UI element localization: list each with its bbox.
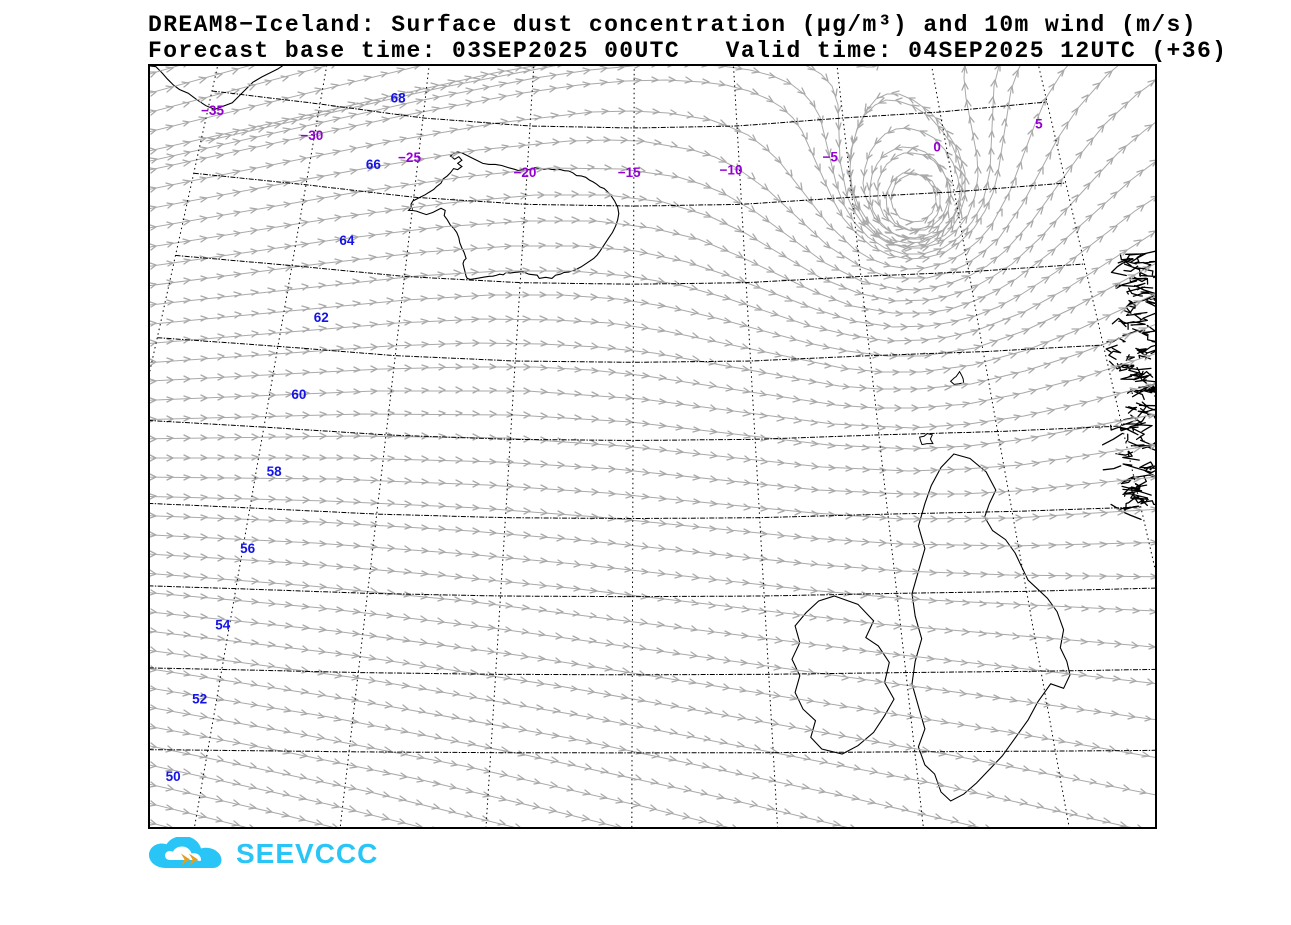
svg-text:−20: −20	[513, 165, 536, 180]
svg-text:5: 5	[1035, 116, 1043, 131]
svg-text:54: 54	[215, 618, 231, 633]
svg-text:−15: −15	[618, 165, 641, 180]
svg-text:−25: −25	[398, 150, 421, 165]
svg-text:66: 66	[366, 157, 382, 172]
svg-text:−10: −10	[720, 162, 743, 177]
svg-text:−30: −30	[300, 128, 323, 143]
svg-text:56: 56	[240, 541, 256, 556]
svg-text:50: 50	[166, 769, 181, 784]
svg-text:62: 62	[314, 310, 329, 325]
svg-text:64: 64	[339, 233, 355, 248]
svg-text:68: 68	[391, 91, 407, 106]
svg-text:58: 58	[267, 464, 283, 479]
svg-text:52: 52	[192, 691, 207, 706]
svg-text:−35: −35	[201, 103, 224, 118]
svg-text:0: 0	[933, 139, 941, 154]
svg-text:60: 60	[291, 387, 306, 402]
svg-text:−5: −5	[822, 150, 838, 165]
